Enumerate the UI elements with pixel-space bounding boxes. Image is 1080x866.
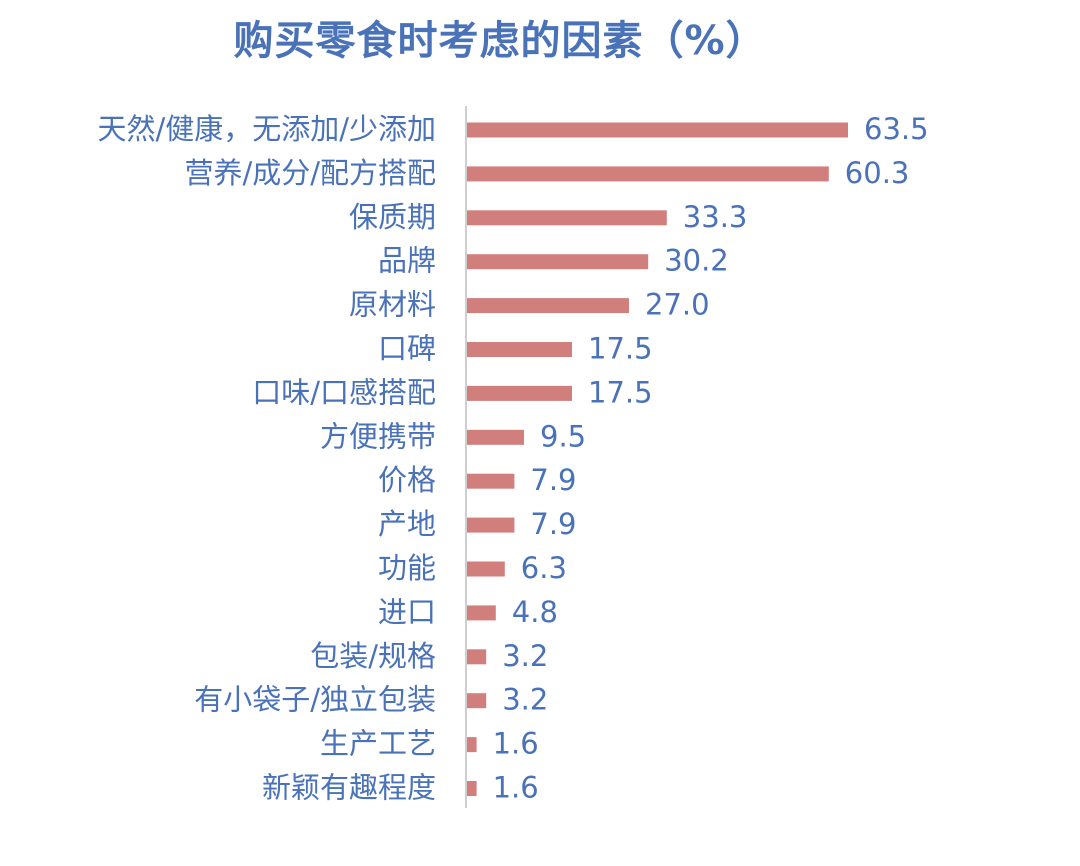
category-label: 品牌 [378, 244, 436, 278]
category-label: 保质期 [349, 200, 436, 234]
bar [467, 298, 629, 314]
category-label: 功能 [378, 551, 436, 585]
category-label: 价格 [378, 463, 436, 497]
bar [467, 210, 667, 226]
value-labels-group: 63.560.333.330.227.017.517.59.57.97.96.3… [493, 112, 929, 805]
value-label: 7.9 [530, 463, 576, 497]
value-label: 4.8 [512, 595, 558, 629]
bar [467, 781, 477, 796]
bar [467, 693, 487, 709]
category-label: 包装/规格 [310, 639, 436, 673]
value-label: 1.6 [493, 771, 539, 805]
bars-group [467, 122, 848, 796]
value-label: 17.5 [588, 332, 653, 366]
bar [467, 737, 477, 753]
bar [467, 605, 496, 621]
category-label: 新颖有趣程度 [262, 771, 436, 805]
category-label: 方便携带 [320, 419, 436, 453]
category-label: 营养/成分/配方搭配 [184, 156, 436, 190]
bar [467, 342, 572, 357]
category-label: 原材料 [349, 288, 436, 322]
value-label: 27.0 [645, 288, 710, 322]
bar [467, 561, 505, 577]
bar [467, 517, 515, 533]
value-label: 6.3 [521, 551, 567, 585]
bar [467, 473, 515, 489]
bar [467, 122, 848, 138]
category-label: 口碑 [378, 332, 436, 366]
bar [467, 254, 649, 270]
value-label: 3.2 [502, 639, 548, 673]
category-label: 生产工艺 [320, 727, 436, 761]
value-label: 60.3 [845, 156, 910, 190]
category-label: 产地 [378, 507, 436, 541]
value-label: 1.6 [493, 727, 539, 761]
value-label: 3.2 [502, 683, 548, 717]
category-label: 进口 [378, 595, 436, 629]
value-label: 7.9 [530, 507, 576, 541]
bar [467, 166, 829, 182]
chart-title: 购买零食时考虑的因素（%） [233, 18, 767, 64]
bar [467, 385, 572, 401]
bar [467, 429, 524, 445]
category-labels-group: 天然/健康，无添加/少添加营养/成分/配方搭配保质期品牌原材料口碑口味/口感搭配… [97, 112, 436, 805]
category-label: 口味/口感搭配 [252, 375, 436, 409]
value-label: 30.2 [664, 244, 729, 278]
category-label: 天然/健康，无添加/少添加 [97, 112, 436, 146]
value-label: 9.5 [540, 419, 586, 453]
value-label: 17.5 [588, 375, 653, 409]
value-label: 63.5 [864, 112, 929, 146]
category-label: 有小袋子/独立包装 [194, 683, 436, 717]
value-label: 33.3 [683, 200, 748, 234]
bar [467, 649, 487, 665]
